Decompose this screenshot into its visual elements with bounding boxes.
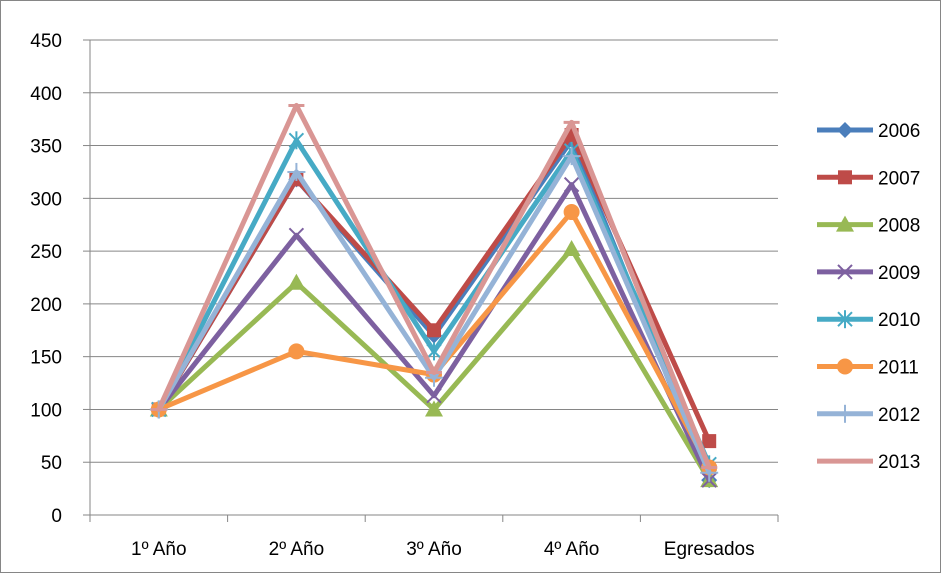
legend-marker (836, 404, 854, 423)
series-2010 (151, 131, 717, 474)
legend-item-2012: 2012 (817, 404, 920, 426)
data-point-2008-1 (287, 273, 306, 290)
data-point-2012-1 (287, 162, 306, 181)
legend-item-2006: 2006 (817, 121, 920, 142)
legend-item-2010: 2010 (817, 310, 920, 331)
series-lines (149, 102, 719, 489)
x-tick-label: 3º Año (406, 539, 462, 560)
data-point-2009-1 (288, 227, 305, 243)
series-2008 (149, 240, 719, 488)
series-2009 (151, 176, 717, 488)
x-tick-label: 4º Año (544, 539, 600, 560)
data-point-2008-2 (425, 400, 443, 417)
y-tick-label: 300 (30, 189, 62, 210)
y-tick-label: 50 (41, 453, 62, 474)
y-tick-label: 100 (30, 400, 62, 421)
series-2013 (150, 102, 718, 470)
y-tick-label: 250 (30, 242, 62, 263)
y-tick-label: 350 (30, 137, 62, 158)
legend-label: 2009 (878, 263, 920, 284)
y-tick-label: 400 (30, 84, 62, 105)
legend-marker (838, 170, 852, 185)
data-point-2009-2 (426, 388, 442, 404)
x-tick-label: 2º Año (269, 539, 325, 560)
y-tick-label: 0 (51, 506, 62, 527)
legend-item-2013: 2013 (817, 452, 920, 473)
legend-marker (837, 358, 853, 375)
y-tick-label: 200 (30, 295, 62, 316)
legend-marker (837, 122, 853, 138)
data-point-2010-2 (426, 342, 442, 361)
data-point-2007-4 (702, 434, 717, 449)
legend-item-2009: 2009 (817, 263, 920, 284)
legend-label: 2008 (878, 216, 920, 237)
legend-marker (837, 264, 853, 280)
legend-marker (837, 310, 853, 329)
legend-item-2007: 2007 (817, 168, 920, 189)
data-point-2007-2 (427, 323, 441, 338)
legend-item-2011: 2011 (817, 358, 919, 379)
x-tick-label: 1º Año (131, 539, 187, 560)
data-point-2011-3 (563, 204, 580, 221)
data-point-2008-3 (562, 240, 581, 256)
legend-item-2008: 2008 (817, 215, 920, 237)
gridlines (90, 39, 778, 463)
series-2012 (149, 147, 719, 482)
legend-marker (836, 215, 854, 232)
data-point-2011-1 (288, 343, 305, 360)
legend-label: 2012 (878, 405, 920, 426)
legend-label: 2007 (878, 168, 920, 189)
y-tick-label: 450 (30, 31, 62, 52)
legend-label: 2013 (878, 452, 920, 473)
legend: 2006 2007 2008 2009 2010 2011 2012 2013 (817, 121, 920, 473)
legend-label: 2010 (878, 310, 920, 331)
x-tick-label: Egresados (664, 539, 755, 560)
y-tick-label: 150 (30, 348, 62, 369)
data-point-2009-3 (563, 176, 580, 193)
data-point-2012-3 (562, 147, 581, 166)
data-point-2010-1 (288, 131, 305, 150)
legend-label: 2011 (878, 358, 919, 379)
axes: 0 50 100 150 200 250 300 350 400 450 1º Año 2º Año 3… (30, 31, 779, 560)
legend-label: 2006 (878, 121, 920, 142)
